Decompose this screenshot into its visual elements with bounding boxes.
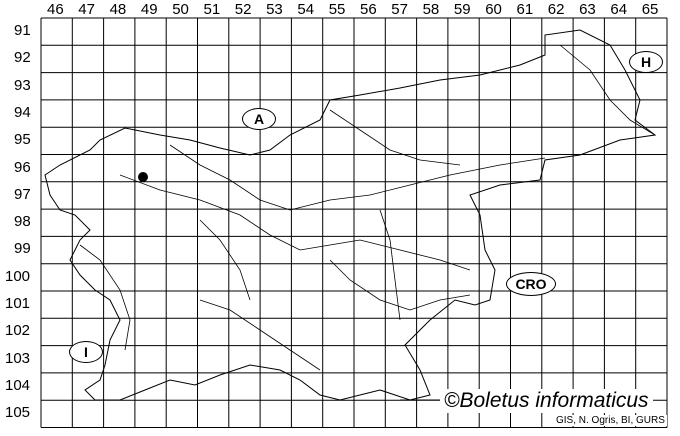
source-text: GIS, N. Ogris, BI, GURS	[554, 415, 667, 426]
row-label: 93	[14, 76, 31, 94]
row-label: 100	[5, 267, 31, 285]
label-croatia: CRO	[506, 272, 556, 296]
column-label: 57	[391, 1, 408, 18]
column-label: 53	[266, 1, 283, 18]
credit-text: ©Boletus informaticus	[440, 389, 653, 413]
row-label: 101	[5, 295, 31, 312]
column-label: 64	[610, 1, 628, 18]
column-label: 52	[234, 1, 252, 18]
row-label: 103	[5, 349, 31, 367]
rivers	[79, 44, 656, 371]
row-label: 98	[14, 213, 31, 231]
column-label: 49	[140, 1, 158, 18]
column-label: 65	[641, 1, 659, 18]
row-label: 94	[14, 103, 31, 121]
row-label: 99	[14, 240, 31, 258]
label-hungary: H	[629, 51, 663, 73]
label-italy: I	[69, 341, 103, 363]
column-label: 46	[47, 1, 64, 18]
record-marker	[138, 172, 148, 182]
row-label: 104	[5, 376, 31, 394]
column-label: 50	[172, 1, 189, 18]
row-label: 95	[14, 131, 31, 149]
row-label: 105	[5, 404, 31, 422]
row-label: 92	[14, 49, 31, 67]
column-label: 51	[203, 1, 221, 18]
row-label: 91	[14, 22, 31, 39]
row-label: 96	[14, 158, 31, 176]
column-label: 58	[422, 1, 440, 18]
grid-lines	[40, 17, 668, 428]
country-border	[44, 29, 657, 401]
column-label: 55	[328, 1, 346, 18]
column-label: 63	[579, 1, 596, 18]
column-label: 56	[360, 1, 377, 18]
column-label: 60	[485, 1, 502, 18]
column-label: 47	[78, 1, 95, 18]
column-label: 48	[109, 1, 127, 18]
column-label: 59	[453, 1, 471, 18]
column-label: 54	[297, 1, 315, 18]
column-label: 62	[547, 1, 565, 18]
column-label: 61	[516, 1, 534, 18]
label-austria: A	[242, 108, 276, 130]
row-label: 102	[5, 322, 31, 340]
row-label: 97	[14, 185, 31, 203]
